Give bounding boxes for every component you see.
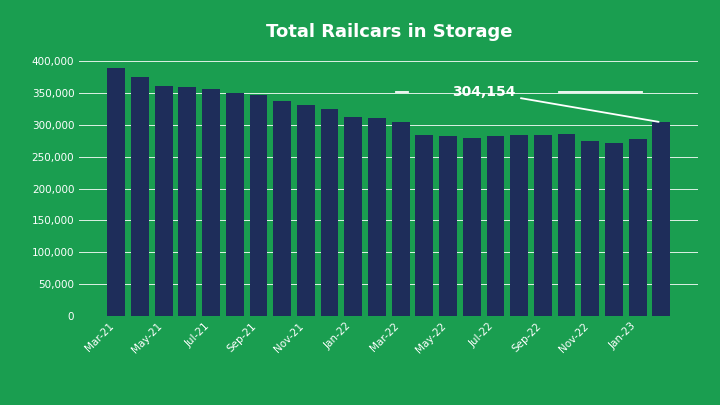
Bar: [392, 122, 410, 316]
Bar: [629, 139, 647, 316]
Bar: [510, 135, 528, 316]
Bar: [155, 85, 173, 316]
Bar: [534, 134, 552, 316]
Bar: [274, 101, 291, 316]
Bar: [320, 109, 338, 316]
Bar: [439, 136, 457, 316]
Bar: [558, 134, 575, 316]
Bar: [107, 68, 125, 316]
Bar: [487, 136, 504, 316]
Bar: [344, 117, 362, 316]
Bar: [131, 77, 149, 316]
Bar: [463, 138, 481, 316]
Bar: [415, 134, 433, 316]
Bar: [226, 93, 243, 316]
Bar: [297, 104, 315, 316]
Bar: [250, 95, 267, 316]
Bar: [652, 122, 670, 316]
Bar: [202, 89, 220, 316]
Text: 304,154: 304,154: [452, 85, 659, 122]
Bar: [179, 87, 197, 316]
Bar: [368, 118, 386, 316]
Bar: [605, 143, 623, 316]
Bar: [581, 141, 599, 316]
Title: Total Railcars in Storage: Total Railcars in Storage: [266, 23, 512, 41]
